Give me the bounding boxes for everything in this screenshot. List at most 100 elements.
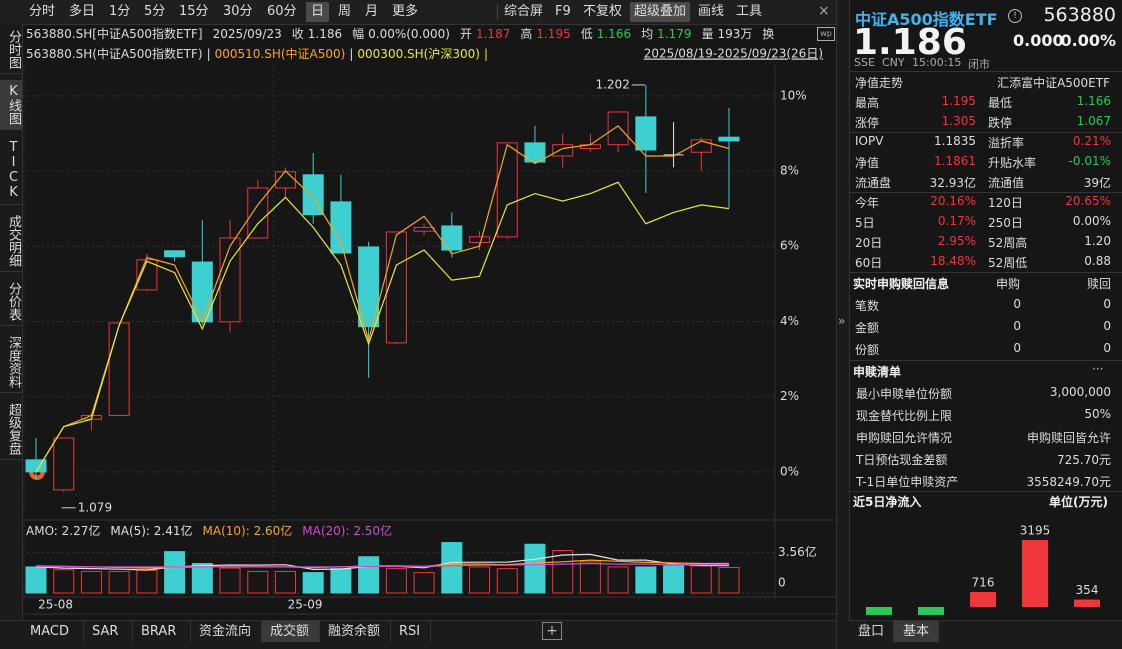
volume-bar: [552, 550, 574, 594]
legend-sep: |: [484, 47, 488, 61]
period-button[interactable]: 15分: [179, 4, 209, 19]
section-title: 申赎清单: [853, 365, 902, 379]
stat-label: 今年: [855, 196, 880, 210]
stat-value: 2.95%: [937, 234, 976, 248]
stat-label: 5日: [855, 216, 875, 230]
list-value: 725.70元: [1057, 453, 1111, 467]
indicator-tab[interactable]: BRAR: [133, 621, 192, 642]
ma-label: MA(5): 2.41亿: [110, 523, 192, 538]
info-label: 高: [520, 26, 532, 41]
period-button[interactable]: 更多: [392, 4, 419, 19]
candle-body: [718, 136, 740, 142]
x-tick-label: 25-08: [38, 598, 73, 612]
volume-bar: [441, 542, 463, 594]
indicator-tab[interactable]: RSI: [391, 621, 432, 642]
stats-header: 净值走势: [855, 76, 904, 90]
wp-icon[interactable]: wp: [817, 27, 835, 41]
candle-body: [53, 437, 75, 491]
side-tab[interactable]: 分时图: [0, 26, 22, 74]
right-sep: [849, 360, 1122, 361]
info-icon[interactable]: !: [1008, 9, 1022, 23]
candle-body: [108, 322, 130, 416]
side-tab[interactable]: 深度资料: [0, 332, 22, 393]
period-button[interactable]: 月: [365, 4, 379, 19]
tool-button[interactable]: 超级叠加: [630, 2, 691, 22]
info-value: 1.186: [308, 27, 342, 41]
period-button[interactable]: 多日: [69, 4, 96, 19]
candle-body: [358, 246, 380, 328]
ma-label: MA(10): 2.60亿: [203, 523, 293, 538]
right-sep: [849, 192, 1122, 193]
panel-tab[interactable]: 盘口: [849, 621, 895, 642]
indicator-tab[interactable]: 资金流向: [191, 621, 263, 642]
indicator-tab[interactable]: MACD: [22, 621, 84, 642]
period-button[interactable]: 1分: [109, 4, 131, 19]
volume-bar: [524, 543, 546, 594]
candle-body: [635, 116, 657, 151]
stat-value: 1.1835: [934, 134, 976, 148]
fund-code: 563880: [1043, 4, 1116, 26]
period-button[interactable]: 5分: [144, 4, 166, 19]
fund-name: 中证A500指数ETF: [855, 10, 998, 29]
side-tab[interactable]: TICK: [0, 136, 22, 205]
candle-body: [496, 142, 518, 238]
stat-value: 1.067: [1076, 114, 1111, 128]
inflow-bar: [1074, 599, 1100, 607]
side-tab[interactable]: 分价表: [0, 278, 22, 326]
y-tick-label: 10%: [780, 88, 807, 102]
stat-label: 流通值: [988, 176, 1025, 190]
inflow-bar: [918, 606, 944, 615]
period-button[interactable]: 分时: [29, 4, 56, 19]
more-icon[interactable]: ···: [1092, 362, 1104, 376]
legend-item: 000510.SH(中证A500): [215, 46, 346, 61]
stat-value: 32.93亿: [929, 176, 976, 190]
side-tab[interactable]: 成交明细: [0, 211, 22, 272]
candle-body: [552, 144, 574, 157]
volume-bar: [413, 572, 435, 594]
index-line: [35, 125, 730, 473]
info-value: 1.179: [657, 27, 691, 41]
stat-label: 120日: [988, 196, 1023, 210]
tool-button[interactable]: 不复权: [583, 4, 623, 19]
inflow-bar: [970, 591, 996, 607]
panel-tab[interactable]: 基本: [894, 621, 940, 642]
stat-value: 20.16%: [930, 194, 976, 208]
period-button[interactable]: 周: [338, 4, 352, 19]
tool-button[interactable]: F9: [555, 4, 571, 19]
right-sep: [849, 71, 1122, 72]
tool-button[interactable]: 工具: [736, 4, 763, 19]
divider[interactable]: [836, 0, 850, 649]
side-tab[interactable]: K线图: [0, 80, 22, 130]
legend-item: 563880.SH(中证A500指数ETF): [26, 46, 203, 61]
rt-label: 份额: [855, 343, 880, 357]
inflow-chart: 716 3195 354: [866, 524, 1100, 615]
ma-line: [35, 559, 729, 569]
x-tick-label: 25-09: [288, 598, 323, 612]
stat-label: 250日: [988, 216, 1023, 230]
candle-body: [25, 459, 47, 473]
y-tick-label: 6%: [780, 239, 799, 253]
tool-button[interactable]: 画线: [698, 4, 725, 19]
indicator-tab[interactable]: 成交额: [262, 621, 321, 642]
info-label: 幅: [352, 26, 364, 41]
info-label: 量: [701, 27, 713, 41]
period-button[interactable]: 日: [306, 2, 330, 22]
volume-bar: [247, 570, 269, 594]
volume-header: AMO: 2.27亿 MA(5): 2.41亿 MA(10): 2.60亿 MA(20…: [26, 523, 392, 538]
period-button[interactable]: 30分: [223, 4, 253, 19]
expand-icon[interactable]: »: [838, 314, 846, 328]
add-tab[interactable]: +: [542, 622, 562, 640]
indicator-tab[interactable]: SAR: [84, 621, 134, 642]
period-button[interactable]: 60分: [267, 4, 297, 19]
indicator-tab[interactable]: 融资余额: [320, 621, 392, 642]
tool-button[interactable]: 综合屏: [504, 4, 544, 19]
info-value: 0.00%(0.000): [368, 27, 450, 41]
side-tab[interactable]: 超级复盘: [0, 399, 22, 460]
stat-value: 1.305: [941, 114, 976, 128]
volume-bar: [607, 566, 629, 594]
date-range: 2025/08/19-2025/09/23(26日): [644, 47, 823, 61]
rt-value: 0: [1013, 341, 1021, 355]
index-line: [35, 181, 730, 473]
close-icon[interactable]: ×: [818, 3, 830, 19]
